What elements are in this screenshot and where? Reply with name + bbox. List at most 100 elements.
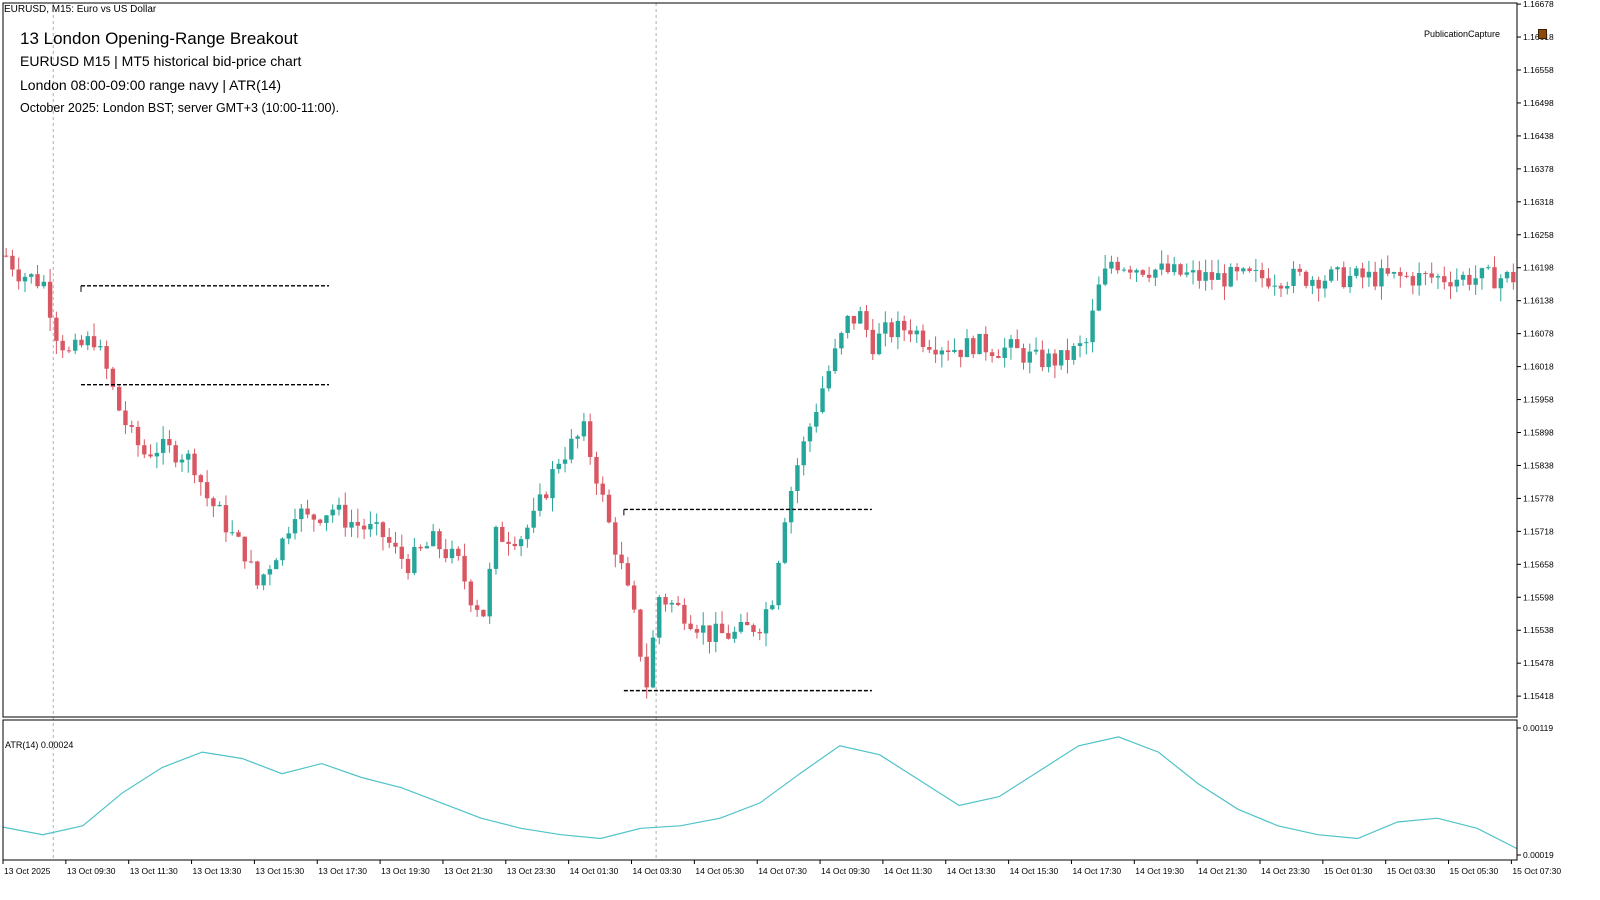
candle-body	[1416, 273, 1422, 286]
candle-body	[1498, 278, 1503, 289]
candle-body	[701, 625, 706, 633]
candle-body	[280, 538, 285, 561]
x-tick-label: 14 Oct 11:30	[884, 866, 932, 876]
x-tick-label: 14 Oct 01:30	[570, 866, 619, 876]
candle-body	[1146, 274, 1152, 278]
y-tick-label: 1.15718	[1523, 526, 1554, 536]
candle-body	[537, 494, 543, 511]
candle	[770, 600, 775, 611]
candle-body	[864, 311, 869, 330]
candle-body	[606, 494, 612, 523]
candle	[1498, 274, 1503, 302]
candle	[160, 426, 166, 465]
candle	[148, 444, 153, 459]
candle-body	[1448, 282, 1453, 287]
candle	[1272, 274, 1277, 296]
candle-body	[343, 504, 348, 528]
y-tick-label: 1.16138	[1523, 296, 1554, 306]
candle-body	[1398, 272, 1403, 276]
candle-body	[217, 505, 222, 507]
candle	[763, 601, 769, 647]
candle-body	[1372, 271, 1378, 287]
candle	[1278, 282, 1284, 298]
candle-body	[223, 505, 229, 533]
candle	[713, 612, 718, 653]
candle-body	[1077, 343, 1083, 347]
candle	[493, 525, 499, 575]
candle-body	[876, 333, 882, 355]
chart-subtitle-3: October 2025: London BST; server GMT+3 (…	[20, 101, 340, 115]
candle-body	[1473, 278, 1478, 285]
candle	[594, 451, 599, 495]
candle-body	[613, 522, 618, 555]
candle	[1052, 349, 1058, 379]
candle	[1310, 276, 1315, 294]
candle	[575, 434, 580, 449]
candle	[1008, 334, 1014, 360]
candle	[487, 562, 492, 624]
candle	[1178, 263, 1183, 277]
candle	[462, 543, 467, 590]
candle-body	[330, 509, 335, 516]
candle	[600, 476, 605, 502]
publication-capture-icon[interactable]	[1538, 29, 1547, 39]
candle	[230, 520, 235, 536]
price-axes: 1.166781.166181.165581.164981.164381.163…	[2, 0, 1561, 876]
publication-capture-label[interactable]: PublicationCapture	[1424, 29, 1501, 39]
candle-body	[487, 568, 492, 617]
candle	[638, 608, 643, 662]
candle	[198, 473, 204, 496]
candle-body	[91, 336, 97, 348]
candle	[1084, 338, 1089, 355]
y-tick-label: 1.15598	[1523, 592, 1554, 602]
candle	[110, 366, 116, 390]
candle	[154, 442, 160, 469]
candle	[361, 518, 367, 540]
candle-body	[462, 555, 467, 582]
candle	[60, 335, 65, 358]
candle-body	[468, 581, 474, 606]
main-plot-frame	[2, 2, 1518, 718]
candle-body	[795, 465, 800, 491]
candle-body	[41, 281, 47, 287]
candle	[832, 338, 838, 374]
candle	[1303, 270, 1309, 289]
candle	[1435, 273, 1441, 290]
candle	[732, 626, 737, 643]
candle-body	[851, 315, 857, 324]
candle	[242, 536, 247, 569]
x-tick-label: 15 Oct 03:30	[1387, 866, 1436, 876]
candle-body	[1316, 279, 1321, 289]
candle	[73, 333, 78, 354]
candle-body	[355, 522, 361, 526]
candle-body	[1303, 271, 1309, 286]
candle-body	[1096, 284, 1102, 311]
candle	[123, 401, 128, 434]
candle-body	[631, 585, 637, 610]
candle	[211, 496, 216, 518]
candle-body	[305, 508, 310, 515]
candle-body	[1102, 268, 1108, 285]
candle-body	[1021, 348, 1026, 363]
candle	[933, 336, 938, 363]
candle-body	[625, 563, 631, 586]
candle	[858, 306, 863, 324]
candle-body	[286, 533, 291, 539]
y-tick-label: 1.16438	[1523, 131, 1554, 141]
candle-body	[744, 622, 750, 626]
x-tick-label: 13 Oct 11:30	[130, 866, 178, 876]
candle-body	[914, 330, 919, 335]
chart-title: 13 London Opening-Range Breakout	[20, 29, 298, 48]
candle-body	[10, 255, 15, 270]
candle	[399, 534, 404, 569]
candle	[3, 247, 9, 258]
candle-body	[550, 469, 555, 499]
candle-body	[1385, 268, 1390, 274]
candle-body	[895, 320, 901, 338]
candle	[707, 625, 712, 654]
candle-body	[211, 498, 216, 507]
candle	[1065, 338, 1070, 374]
candle	[744, 612, 750, 626]
candle-body	[644, 656, 649, 688]
